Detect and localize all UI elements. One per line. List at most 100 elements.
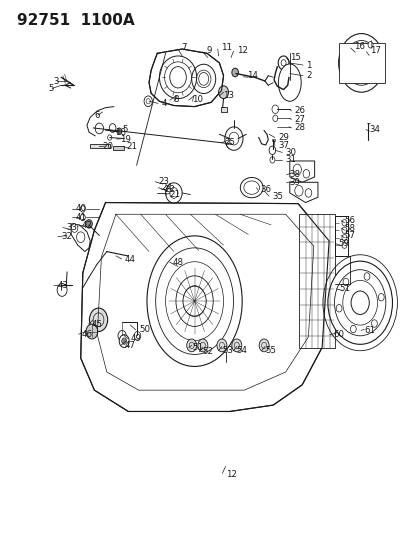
Circle shape [268,146,275,155]
Text: 6: 6 [94,111,100,119]
Circle shape [327,261,392,344]
Circle shape [144,96,152,107]
Circle shape [95,123,103,134]
Circle shape [259,339,268,352]
Circle shape [71,224,78,232]
Circle shape [118,330,126,341]
Polygon shape [271,139,274,141]
Polygon shape [71,224,90,252]
Text: 44: 44 [125,255,136,263]
Circle shape [226,140,233,148]
Text: 8: 8 [173,95,178,104]
Polygon shape [112,146,124,150]
Circle shape [349,325,355,333]
Text: 13: 13 [222,92,233,100]
Text: 22: 22 [164,185,176,193]
Text: 23: 23 [158,177,169,186]
Text: 5: 5 [122,125,127,134]
Circle shape [224,127,242,150]
Text: 17: 17 [369,46,380,55]
Text: 52: 52 [202,348,214,356]
Text: 12: 12 [225,471,236,479]
Text: 55: 55 [264,346,275,355]
Circle shape [341,235,346,241]
Circle shape [341,227,346,233]
Text: 11: 11 [221,44,232,52]
Circle shape [345,63,350,70]
Ellipse shape [165,183,182,203]
Circle shape [80,206,85,212]
Text: 43: 43 [57,281,68,290]
Circle shape [363,273,369,280]
Circle shape [278,56,288,70]
Polygon shape [289,182,317,203]
Polygon shape [149,49,223,107]
Polygon shape [334,216,347,256]
Circle shape [341,242,346,248]
Circle shape [218,86,228,99]
Circle shape [86,324,97,339]
Circle shape [121,338,126,344]
Text: 26: 26 [294,107,305,115]
Text: 51: 51 [339,285,350,293]
Circle shape [370,320,376,327]
Text: 38: 38 [289,171,300,179]
Text: 30: 30 [285,148,296,157]
Text: 27: 27 [294,115,305,124]
Polygon shape [289,161,314,182]
Circle shape [353,53,368,72]
Circle shape [341,220,346,226]
Text: 5: 5 [49,84,54,93]
Circle shape [231,339,241,352]
Circle shape [282,78,288,87]
Text: 41: 41 [75,213,86,222]
Ellipse shape [278,64,300,101]
Text: 32: 32 [61,232,72,241]
Circle shape [338,34,383,92]
Circle shape [377,294,383,301]
Circle shape [85,220,92,228]
Text: 18: 18 [115,128,126,136]
Text: 53: 53 [221,346,233,355]
Polygon shape [90,144,109,148]
Circle shape [271,105,278,114]
Text: 57: 57 [344,231,355,240]
Text: 48: 48 [173,258,184,266]
Circle shape [362,43,367,50]
Circle shape [302,169,309,178]
Circle shape [367,42,372,48]
Circle shape [76,232,85,243]
Circle shape [57,284,67,296]
Polygon shape [298,214,334,348]
Text: 10: 10 [192,95,203,104]
Circle shape [169,188,178,198]
Circle shape [119,335,129,348]
Text: 33: 33 [66,223,77,232]
Circle shape [294,185,302,196]
Circle shape [367,73,372,79]
Circle shape [231,68,238,77]
Text: 24: 24 [161,183,172,192]
Text: 4: 4 [161,100,166,108]
Circle shape [134,332,140,340]
Text: 21: 21 [169,190,180,199]
Circle shape [292,164,301,175]
Ellipse shape [176,276,213,326]
Text: 9: 9 [206,46,211,55]
Circle shape [304,189,311,197]
Text: 45: 45 [92,320,103,328]
Text: 50: 50 [139,326,150,334]
Text: 20: 20 [102,142,114,151]
Text: 47: 47 [124,341,135,350]
Text: 35: 35 [272,192,283,200]
Circle shape [186,339,196,352]
Circle shape [349,46,354,53]
Text: 56: 56 [344,216,355,225]
Text: 1: 1 [306,61,311,69]
Text: 40: 40 [75,205,86,213]
Text: 7: 7 [181,44,186,52]
Text: 29: 29 [278,133,288,142]
Text: 59: 59 [338,239,349,248]
Polygon shape [220,107,226,112]
Text: 92751  1100A: 92751 1100A [17,13,134,28]
